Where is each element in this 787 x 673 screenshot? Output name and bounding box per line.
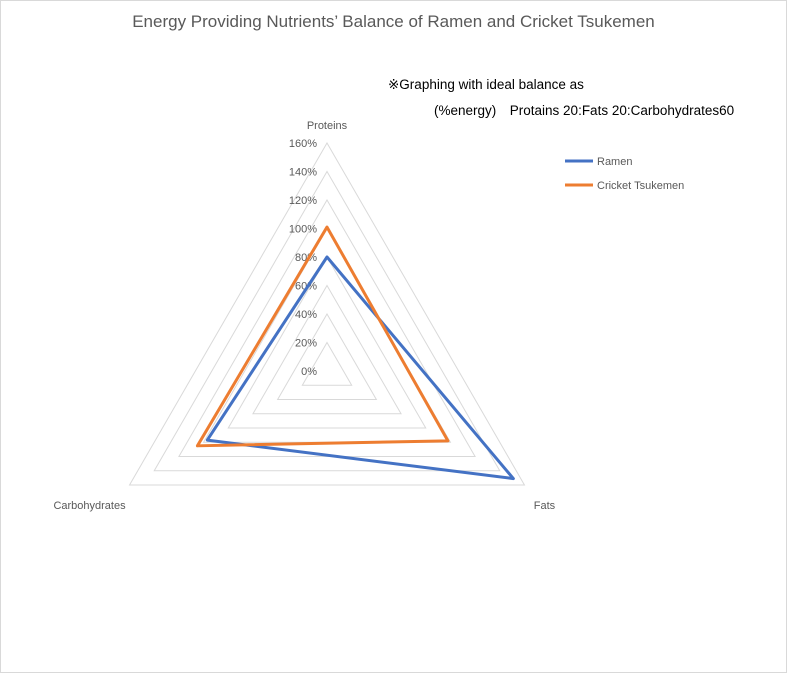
chart-note-line-1: ※Graphing with ideal balance as (388, 77, 584, 92)
grid-ring-2 (276, 312, 378, 400)
tick-label-7: 140% (289, 167, 317, 179)
radial-tick-labels: 0%20%40%60%80%100%120%140%160% (289, 138, 317, 378)
tick-label-8: 160% (289, 138, 317, 150)
category-label-proteins: Proteins (307, 120, 348, 132)
tick-label-5: 100% (289, 224, 317, 236)
grid-ring-4 (227, 256, 427, 429)
radar-grid (128, 142, 526, 486)
category-label-carbohydrates: Carbohydrates (53, 500, 126, 512)
series-line-ramen (205, 255, 515, 481)
grid-ring-7 (153, 170, 501, 472)
tick-label-1: 20% (295, 338, 317, 350)
chart-note-line-2: (%energy) Protains 20:Fats 20:Carbohydra… (434, 103, 735, 118)
chart-title: Energy Providing Nutrients’ Balance of R… (132, 12, 655, 31)
category-label-fats: Fats (534, 500, 556, 512)
grid-ring-8 (128, 142, 526, 486)
legend: Ramen Cricket Tsukemen (565, 156, 684, 192)
grid-ring-5 (202, 227, 452, 443)
grid-ring-1 (301, 341, 353, 386)
category-labels: Proteins Fats Carbohydrates (53, 120, 555, 512)
tick-label-0: 0% (301, 366, 317, 378)
series-line-cricket-tsukemen (195, 225, 450, 448)
legend-label-ramen: Ramen (597, 156, 632, 168)
tick-label-6: 120% (289, 195, 317, 207)
grid-ring-3 (252, 284, 402, 415)
series-layer (195, 225, 515, 481)
legend-label-cricket-tsukemen: Cricket Tsukemen (597, 180, 684, 192)
tick-label-2: 40% (295, 309, 317, 321)
